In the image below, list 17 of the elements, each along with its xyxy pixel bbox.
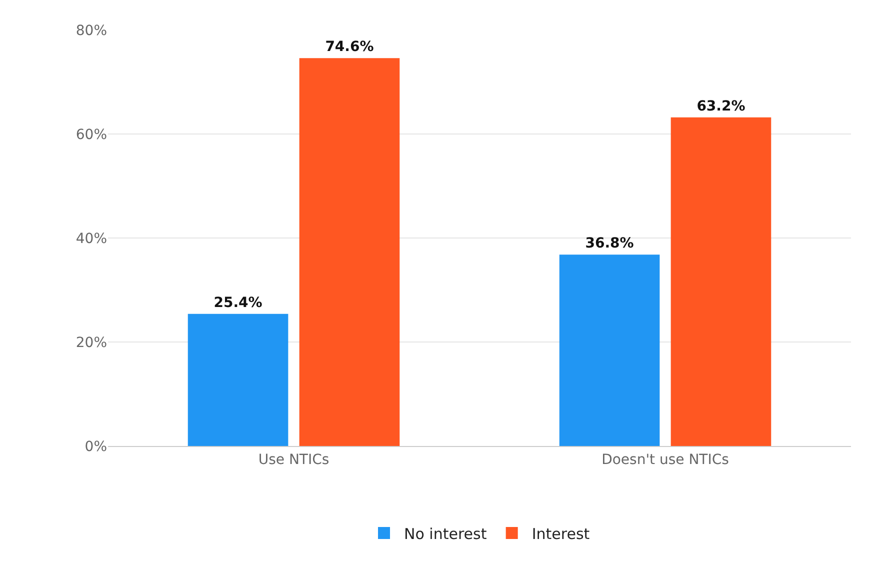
y-tick-label: 20% <box>76 334 107 351</box>
y-tick-label: 80% <box>76 22 107 39</box>
y-tick-label: 40% <box>76 230 107 247</box>
x-tick-label: Use NTICs <box>258 452 330 468</box>
data-label: 25.4% <box>214 294 262 311</box>
bar <box>559 254 660 446</box>
legend-label: No interest <box>404 524 487 543</box>
bar <box>299 58 400 446</box>
x-tick-label: Doesn't use NTICs <box>602 452 729 468</box>
bar <box>188 314 288 446</box>
data-label: 74.6% <box>325 39 374 56</box>
bar <box>670 117 772 446</box>
data-label: 63.2% <box>696 98 746 114</box>
legend-label: Interest <box>532 524 590 543</box>
y-tick-label: 0% <box>84 438 107 455</box>
data-label: 36.8% <box>585 236 634 252</box>
y-tick-label: 60% <box>76 126 107 143</box>
